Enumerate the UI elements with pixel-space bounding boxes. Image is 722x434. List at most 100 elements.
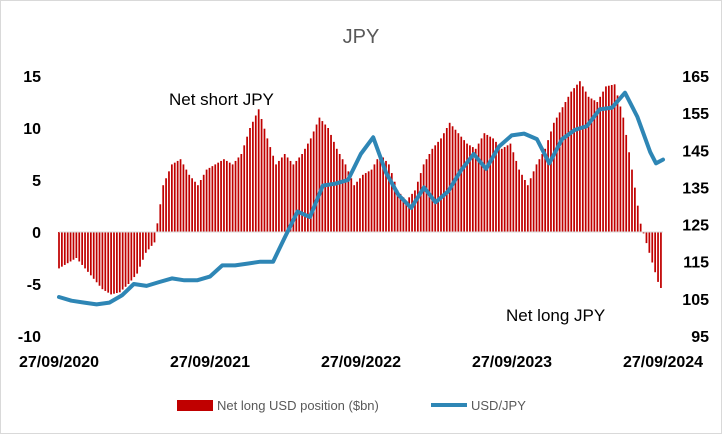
bar — [312, 131, 315, 232]
bar — [506, 145, 509, 232]
bar — [165, 178, 167, 232]
bar — [246, 136, 248, 232]
bar — [162, 185, 165, 232]
bar — [321, 121, 324, 232]
bar — [144, 232, 147, 253]
bar — [191, 178, 193, 232]
bar — [532, 171, 535, 232]
chart-title: JPY — [343, 26, 380, 48]
right-tick-label: 125 — [682, 218, 709, 235]
bar — [495, 141, 497, 232]
bar — [544, 148, 547, 232]
bar — [552, 122, 555, 232]
legend-label-bar: Net long USD position ($bn) — [217, 398, 379, 413]
bar — [257, 109, 260, 232]
legend-label-line: USD/JPY — [471, 398, 526, 413]
bar — [220, 160, 222, 232]
bar — [419, 173, 422, 232]
bar — [411, 193, 413, 232]
bar — [347, 171, 350, 232]
bar — [170, 164, 173, 232]
bar — [498, 145, 500, 232]
bar — [437, 141, 439, 232]
bar — [208, 167, 211, 232]
bar — [252, 121, 254, 232]
bar — [466, 143, 468, 232]
bar — [75, 232, 78, 258]
bar — [211, 166, 214, 232]
bar — [301, 154, 303, 232]
bar — [289, 160, 292, 232]
bar — [63, 232, 66, 265]
bar — [359, 178, 361, 232]
left-axis-ticks: -10 -5 0 5 10 15 — [18, 69, 41, 346]
left-tick-label: 0 — [32, 225, 41, 242]
bar — [535, 164, 538, 232]
bar — [422, 164, 425, 232]
left-tick-label: 15 — [23, 69, 41, 86]
bar — [234, 160, 237, 232]
bar — [260, 118, 263, 232]
bar — [367, 171, 370, 232]
right-tick-label: 155 — [682, 106, 709, 123]
bar-series-net-long-usd — [58, 81, 662, 295]
bar — [576, 84, 578, 233]
bar — [295, 160, 298, 232]
bar — [445, 128, 448, 232]
bar — [402, 197, 405, 232]
bar — [370, 169, 373, 232]
bar — [315, 124, 318, 232]
bar — [81, 232, 84, 265]
bar — [98, 232, 101, 286]
bar — [486, 134, 489, 232]
bar — [168, 171, 170, 232]
bar — [396, 190, 399, 232]
bar — [555, 117, 558, 232]
bar — [185, 169, 188, 232]
bar — [223, 159, 225, 232]
bar — [529, 178, 532, 232]
bar — [405, 200, 408, 232]
bar — [188, 174, 191, 232]
bar — [651, 232, 654, 263]
bar — [503, 147, 506, 232]
annotation-net-short: Net short JPY — [169, 90, 274, 109]
bar — [388, 164, 390, 232]
bar — [127, 232, 130, 284]
bar — [541, 154, 544, 232]
right-axis-ticks: 95 105 115 125 135 145 155 165 — [682, 69, 709, 346]
bar — [159, 204, 162, 232]
bar — [393, 181, 396, 232]
bar — [654, 232, 657, 273]
bar — [500, 148, 503, 232]
bar — [280, 157, 283, 232]
bar — [202, 174, 205, 232]
bar — [558, 112, 561, 232]
bar — [480, 138, 483, 232]
bar — [590, 98, 593, 233]
bar — [254, 115, 257, 232]
bar — [344, 164, 347, 232]
bar — [84, 232, 86, 269]
bar — [225, 160, 228, 232]
bar — [471, 147, 474, 232]
bar — [197, 185, 199, 232]
bar — [142, 232, 144, 260]
bar — [153, 232, 156, 243]
bar — [518, 169, 520, 232]
bar — [87, 232, 89, 272]
right-tick-label: 145 — [682, 143, 709, 160]
bar — [431, 148, 434, 232]
bar — [477, 143, 480, 232]
bar — [408, 197, 411, 232]
bar — [307, 143, 309, 232]
bar — [605, 86, 607, 233]
bar — [414, 190, 416, 232]
bar — [561, 107, 564, 232]
bar — [607, 85, 610, 232]
bar — [390, 173, 393, 232]
bar — [515, 160, 518, 232]
bar — [240, 154, 243, 232]
bar — [625, 134, 628, 232]
